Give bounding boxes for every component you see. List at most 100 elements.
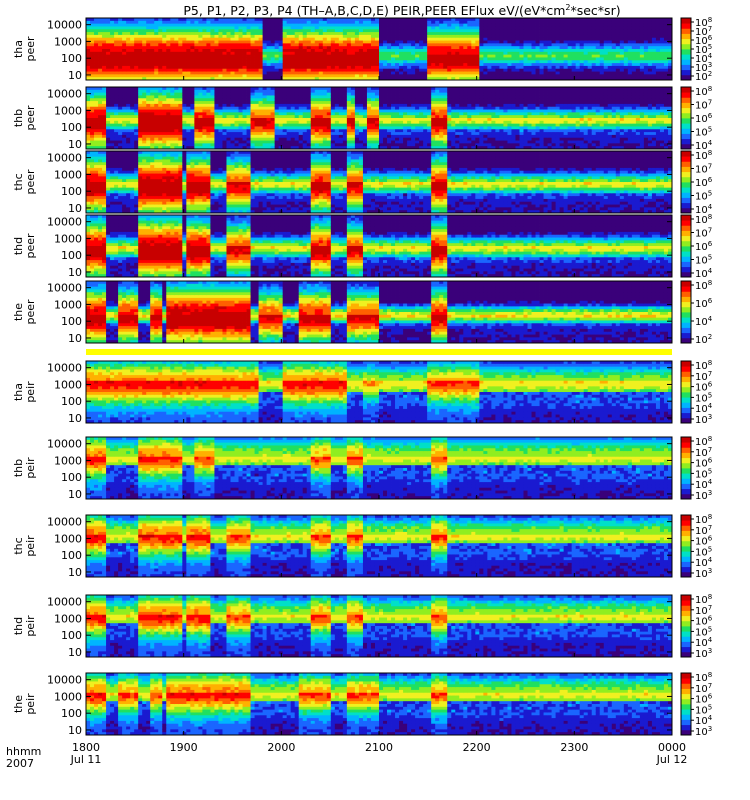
spectrogram-cell	[451, 69, 455, 72]
spectrogram-cell	[355, 124, 359, 127]
spectrogram-cell	[267, 93, 271, 96]
spectrogram-cell	[94, 135, 98, 138]
panel-tha-peer: 10100100010000thapeer1081071061051041031…	[12, 16, 713, 83]
spectrogram-cell	[319, 32, 323, 35]
spectrogram-cell	[243, 57, 247, 60]
spectrogram-cell	[98, 107, 102, 110]
spectrogram-cell	[94, 98, 98, 101]
spectrogram-cell	[519, 24, 523, 27]
spectrogram-cell	[323, 110, 327, 113]
spectrogram-cell	[146, 98, 150, 101]
spectrogram-cell	[588, 66, 592, 69]
spectrogram-cell	[162, 98, 166, 101]
spectrogram-cell	[114, 57, 118, 60]
spectrogram-cell	[367, 60, 371, 63]
spectrogram-cell	[210, 110, 214, 113]
spectrogram-cell	[536, 55, 540, 58]
spectrogram-cell	[166, 104, 170, 107]
spectrogram-cell	[387, 60, 391, 63]
spectrogram-cell	[299, 143, 303, 146]
spectrogram-cell	[226, 46, 230, 49]
spectrogram-cell	[327, 112, 331, 115]
spectrogram-cell	[202, 95, 206, 98]
spectrogram-cell	[339, 118, 343, 121]
spectrogram-cell	[367, 129, 371, 132]
spectrogram-cell	[455, 49, 459, 52]
spectrogram-cell	[399, 69, 403, 72]
spectrogram-cell	[311, 69, 315, 72]
spectrogram-cell	[387, 21, 391, 24]
spectrogram-cell	[174, 112, 178, 115]
spectrogram-cell	[210, 41, 214, 44]
spectrogram-cell	[150, 21, 154, 24]
spectrogram-cell	[379, 32, 383, 35]
spectrogram-cell	[584, 52, 588, 55]
spectrogram-cell	[126, 41, 130, 44]
spectrogram-cell	[523, 52, 527, 55]
spectrogram-cell	[600, 57, 604, 60]
spectrogram-cell	[528, 35, 532, 38]
spectrogram-cell	[311, 132, 315, 135]
spectrogram-cell	[226, 95, 230, 98]
spectrogram-cell	[463, 41, 467, 44]
spectrogram-cell	[351, 143, 355, 146]
spectrogram-cell	[528, 66, 532, 69]
spectrogram-cell	[648, 41, 652, 44]
spectrogram-cell	[150, 72, 154, 75]
spectrogram-cell	[540, 69, 544, 72]
spectrogram-cell	[194, 141, 198, 144]
spectrogram-cell	[387, 49, 391, 52]
spectrogram-cell	[656, 63, 660, 66]
spectrogram-cell	[632, 32, 636, 35]
spectrogram-cell	[146, 32, 150, 35]
spectrogram-cell	[110, 55, 114, 58]
spectrogram-cell	[106, 93, 110, 96]
spectrogram-cell	[218, 112, 222, 115]
spectrogram-cell	[327, 107, 331, 110]
spectrogram-cell	[427, 32, 431, 35]
spectrogram-cell	[443, 66, 447, 69]
spectrogram-cell	[118, 107, 122, 110]
spectrogram-cell	[556, 32, 560, 35]
spectrogram-cell	[235, 24, 239, 27]
spectrogram-cell	[435, 21, 439, 24]
spectrogram-cell	[90, 124, 94, 127]
spectrogram-cell	[90, 95, 94, 98]
spectrogram-cell	[126, 32, 130, 35]
spectrogram-cell	[528, 32, 532, 35]
spectrogram-cell	[186, 138, 190, 141]
spectrogram-cell	[323, 29, 327, 32]
spectrogram-cell	[122, 132, 126, 135]
spectrogram-cell	[644, 38, 648, 41]
spectrogram-cell	[347, 32, 351, 35]
spectrogram-cell	[114, 90, 118, 93]
spectrogram-cell	[166, 29, 170, 32]
spectrogram-cell	[255, 72, 259, 75]
spectrogram-cell	[379, 49, 383, 52]
spectrogram-cell	[576, 21, 580, 24]
spectrogram-cell	[323, 26, 327, 29]
spectrogram-cell	[226, 26, 230, 29]
spectrogram-cell	[259, 135, 263, 138]
spectrogram-cell	[267, 66, 271, 69]
spectrogram-cell	[624, 60, 628, 63]
spectrogram-cell	[102, 115, 106, 118]
spectrogram-cell	[255, 55, 259, 58]
spectrogram-cell	[319, 72, 323, 75]
spectrogram-cell	[624, 57, 628, 60]
spectrogram-cell	[447, 41, 451, 44]
spectrogram-cell	[166, 90, 170, 93]
spectrogram-cell	[186, 35, 190, 38]
spectrogram-cell	[371, 60, 375, 63]
spectrogram-cell	[423, 49, 427, 52]
spectrogram-cell	[287, 135, 291, 138]
spectrogram-cell	[194, 93, 198, 96]
spectrogram-cell	[471, 63, 475, 66]
spectrogram-cell	[552, 43, 556, 46]
spectrogram-cell	[355, 69, 359, 72]
spectrogram-cell	[295, 21, 299, 24]
spectrogram-cell	[540, 35, 544, 38]
spectrogram-cell	[287, 55, 291, 58]
spectrogram-cell	[114, 138, 118, 141]
spectrogram-cell	[222, 55, 226, 58]
